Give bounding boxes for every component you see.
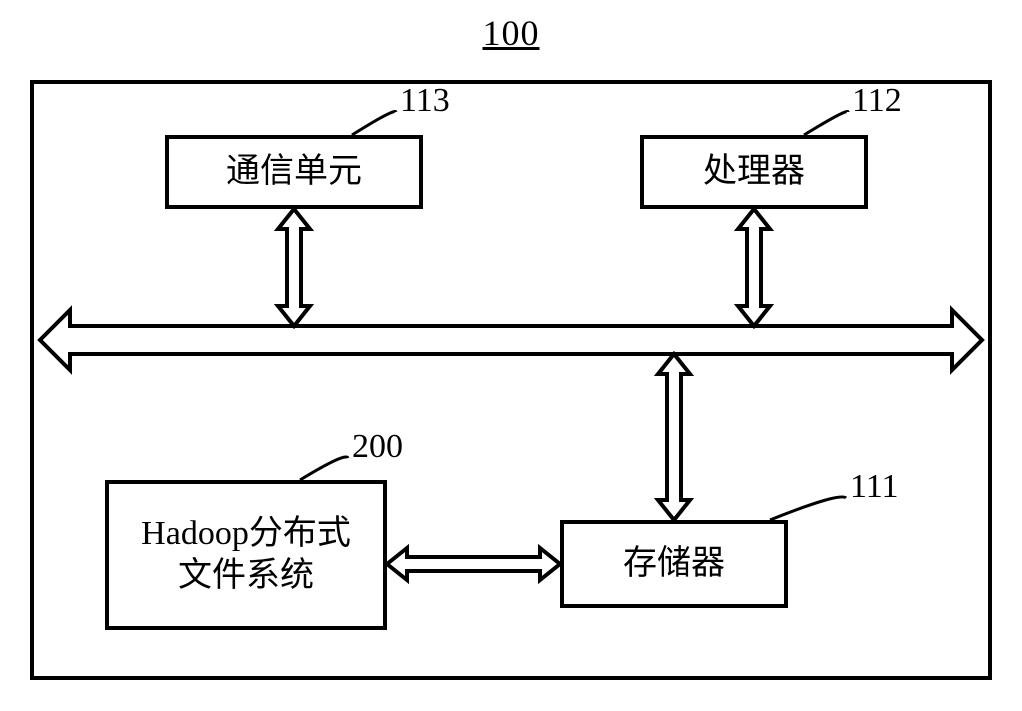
connector-layer: [0, 0, 1022, 711]
diagram-canvas: 100 通信单元 处理器 Hadoop分布式文件系统 存储器 113 112 2…: [0, 0, 1022, 711]
bus-arrow: [40, 310, 982, 370]
